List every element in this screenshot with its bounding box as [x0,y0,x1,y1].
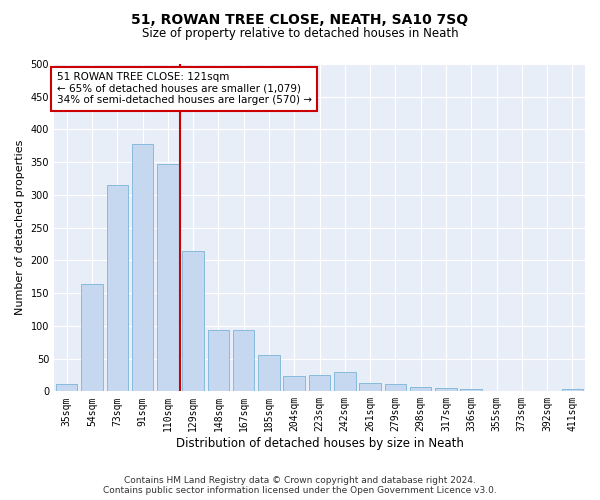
Bar [385,384,406,392]
Y-axis label: Number of detached properties: Number of detached properties [15,140,25,316]
Bar [56,384,77,392]
Bar [233,330,254,392]
Bar [107,185,128,392]
Bar [334,372,356,392]
Text: 51 ROWAN TREE CLOSE: 121sqm
← 65% of detached houses are smaller (1,079)
34% of : 51 ROWAN TREE CLOSE: 121sqm ← 65% of det… [56,72,311,106]
Bar [562,388,583,392]
X-axis label: Distribution of detached houses by size in Neath: Distribution of detached houses by size … [176,437,463,450]
Bar [410,387,431,392]
Bar [258,356,280,392]
Bar [359,383,381,392]
Text: 51, ROWAN TREE CLOSE, NEATH, SA10 7SQ: 51, ROWAN TREE CLOSE, NEATH, SA10 7SQ [131,12,469,26]
Text: Contains HM Land Registry data © Crown copyright and database right 2024.
Contai: Contains HM Land Registry data © Crown c… [103,476,497,495]
Bar [283,376,305,392]
Bar [157,164,179,392]
Bar [486,390,507,392]
Bar [309,375,330,392]
Bar [182,251,204,392]
Bar [435,388,457,392]
Bar [132,144,153,392]
Text: Size of property relative to detached houses in Neath: Size of property relative to detached ho… [142,28,458,40]
Bar [460,388,482,392]
Bar [208,330,229,392]
Bar [81,284,103,392]
